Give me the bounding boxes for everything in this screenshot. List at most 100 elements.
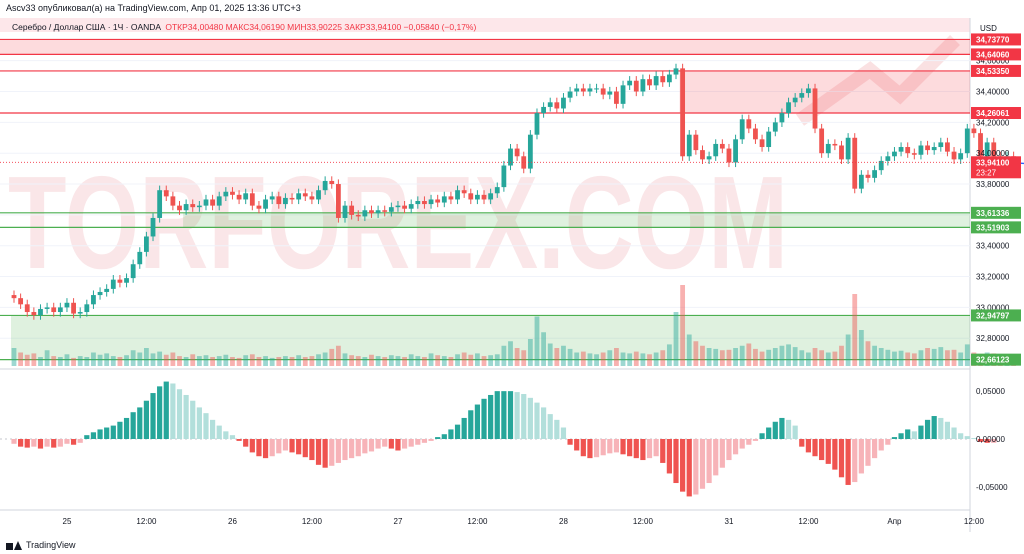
candle-body: [892, 151, 897, 157]
level-badge-resistance: [971, 48, 1021, 61]
oscillator-bar: [90, 432, 97, 439]
candle-body: [71, 302, 76, 314]
candle-body: [38, 308, 43, 316]
volume-bar: [71, 357, 76, 366]
oscillator-bar: [243, 439, 249, 447]
candle-body: [534, 113, 540, 135]
volume-bar: [329, 348, 335, 366]
candle-body: [97, 291, 103, 296]
oscillator-bar: [84, 435, 90, 439]
candle-body: [739, 119, 745, 140]
volume-bar: [865, 341, 871, 366]
oscillator-bar: [825, 439, 831, 464]
candle-body: [289, 197, 295, 200]
volume-bar: [309, 356, 315, 366]
volume-bar: [640, 353, 646, 366]
volume-bar: [249, 354, 255, 366]
candle-body: [958, 153, 964, 160]
candle-body: [455, 190, 460, 200]
oscillator-bar: [779, 417, 785, 439]
volume-bar: [614, 348, 619, 366]
price-tick-label: 34,40000: [976, 88, 1010, 97]
candle-body: [415, 201, 421, 205]
candle-body: [594, 88, 599, 90]
candle-body: [236, 194, 242, 200]
volume-bar: [455, 354, 460, 366]
level-badge-support-zone-upper: [971, 309, 1021, 322]
candle-body: [574, 88, 580, 92]
level-badge-label: 34,26061: [976, 109, 1010, 118]
volume-bar: [322, 352, 328, 366]
candle-body: [587, 88, 593, 92]
candle-body: [911, 153, 917, 155]
volume-bar: [481, 356, 487, 366]
level-badge-label: 34,53350: [976, 67, 1010, 76]
volume-bar: [44, 350, 50, 366]
volume-bar: [163, 354, 169, 366]
volume-bar: [660, 350, 666, 366]
level-band-resistance-upper: [679, 70, 970, 114]
candle-body: [24, 304, 30, 313]
volume-bar: [24, 354, 30, 366]
volume-bar: [885, 349, 891, 366]
price-tick-label: 33,20000: [976, 273, 1010, 282]
oscillator-bar: [680, 439, 686, 492]
oscillator-bar: [633, 439, 639, 459]
candle-body: [349, 205, 355, 215]
price-tick-label: 34,20000: [976, 118, 1010, 127]
candle-body: [766, 131, 772, 148]
oscillator-bar: [408, 439, 414, 447]
oscillator-bar: [176, 389, 183, 439]
watermark-arrow-icon: [795, 35, 960, 126]
watermark-text: TORFOREX.COM: [8, 149, 788, 296]
candle-body: [177, 205, 182, 211]
oscillator-bar: [401, 439, 408, 449]
volume-bar: [521, 350, 527, 366]
candle-body: [918, 145, 924, 155]
candle-body: [839, 145, 844, 160]
oscillator-bar: [282, 439, 289, 451]
volume-bar: [600, 352, 606, 366]
oscillator-bar: [666, 439, 672, 474]
oscillator-tick-label: -0,05000: [976, 483, 1008, 492]
volume-bar: [316, 354, 321, 366]
oscillator-bar: [375, 439, 381, 449]
level-badge-label: 32,94797: [976, 311, 1010, 320]
time-tick-label: Апр: [887, 517, 902, 526]
oscillator-bar: [97, 429, 103, 439]
level-badge-support-lower: [971, 221, 1021, 234]
volume-bar: [150, 353, 156, 366]
volume-bar: [508, 341, 513, 366]
oscillator-bar: [898, 433, 904, 439]
oscillator-bar: [845, 439, 851, 485]
candle-body: [945, 142, 950, 152]
volume-bar: [766, 349, 772, 366]
oscillator-bar: [183, 394, 189, 439]
oscillator-bar: [924, 419, 931, 439]
volume-bar: [607, 350, 613, 366]
volume-bar: [739, 345, 745, 366]
oscillator-bar: [534, 402, 540, 439]
oscillator-bar: [772, 421, 778, 439]
candle-body: [825, 143, 831, 154]
oscillator-bar: [620, 439, 626, 455]
oscillator-bar: [64, 439, 70, 444]
candle-body: [183, 204, 189, 211]
volume-bar: [435, 355, 441, 366]
oscillator-bar: [547, 414, 553, 439]
oscillator-bar: [964, 436, 970, 439]
candle-body: [435, 199, 441, 203]
volume-bar: [243, 355, 249, 366]
candle-body: [382, 210, 388, 212]
volume-bar: [534, 316, 540, 366]
oscillator-bar: [766, 427, 772, 439]
oscillator-bar: [474, 404, 480, 439]
time-tick-label: 12:00: [136, 517, 157, 526]
volume-bar: [673, 312, 679, 366]
oscillator-bar: [123, 417, 130, 439]
volume-bar: [514, 348, 520, 366]
volume-bar: [746, 343, 752, 366]
candle-body: [31, 312, 37, 316]
candle-body: [733, 139, 738, 163]
